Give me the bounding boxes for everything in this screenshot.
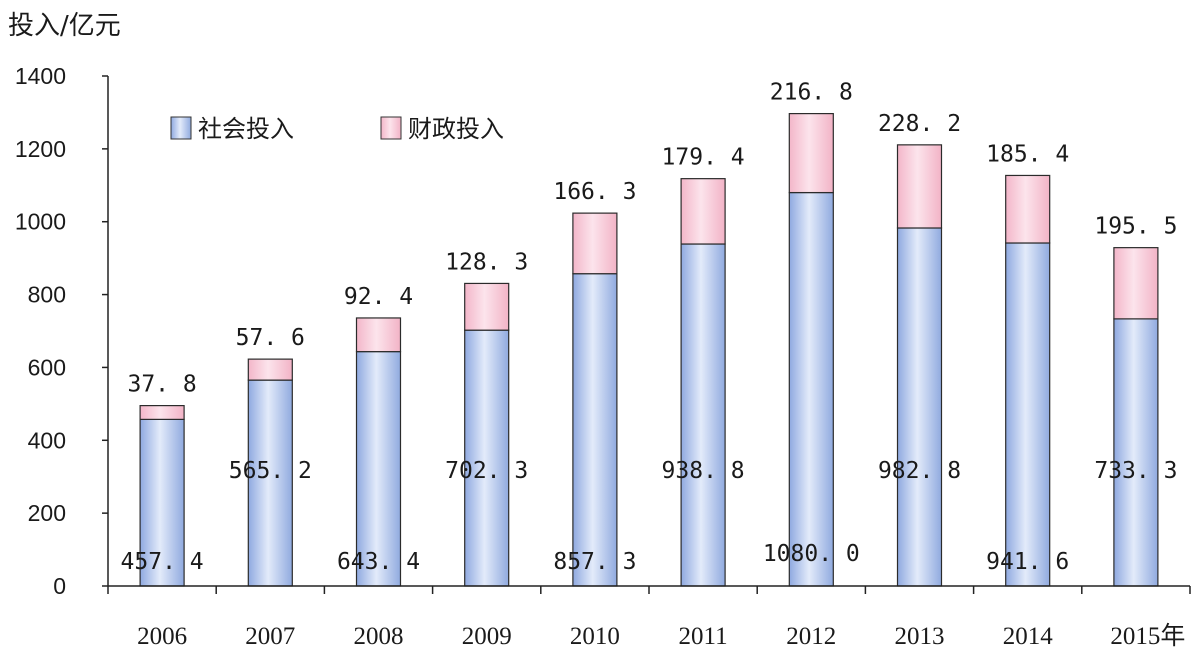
data-label-social: 733. 3	[1094, 458, 1177, 484]
data-label-fiscal: 179. 4	[662, 145, 745, 171]
bar-fiscal	[1113, 247, 1159, 320]
data-label-social: 941. 6	[986, 549, 1069, 575]
data-label-social: 457. 4	[121, 549, 204, 575]
data-labels-group: 37. 8 457. 4 57. 6 565. 2 92. 4 643. 4 128. 3 7…	[121, 80, 1178, 575]
y-tick-label: 600	[28, 354, 66, 380]
bar-social	[247, 379, 293, 587]
bar-fiscal	[788, 112, 834, 194]
data-label-fiscal: 185. 4	[986, 141, 1069, 167]
x-tick-label: 2013	[895, 623, 945, 650]
x-tick-label: 2007	[245, 623, 295, 650]
bar-fiscal	[464, 282, 510, 331]
legend: 社会投入 财政投入	[170, 115, 504, 143]
y-tick-label: 1400	[15, 63, 66, 89]
data-label-fiscal: 195. 5	[1094, 214, 1177, 240]
data-label-social: 857. 3	[553, 549, 636, 575]
legend-label-fiscal: 财政投入	[408, 115, 504, 143]
bar-fiscal	[572, 212, 618, 275]
bar-social	[1113, 318, 1159, 587]
y-tick-label: 0	[53, 573, 66, 599]
x-tick-label: 2011	[679, 623, 728, 650]
bar-fiscal	[680, 178, 726, 245]
x-tick-label: 2015年	[1110, 622, 1185, 650]
y-axis-title: 投入/亿元	[8, 11, 121, 41]
data-label-fiscal: 166. 3	[553, 179, 636, 205]
bar-fiscal	[355, 317, 402, 353]
bar-fiscal	[247, 358, 293, 381]
x-tick-label: 2012	[786, 623, 836, 650]
data-label-social: 565. 2	[229, 458, 312, 484]
y-tick-label: 800	[28, 282, 66, 308]
x-tick-label: 2008	[354, 623, 404, 650]
legend-label-social: 社会投入	[198, 115, 294, 143]
data-label-fiscal: 128. 3	[445, 249, 528, 275]
bar-social	[355, 351, 402, 587]
bar-social	[1005, 242, 1051, 587]
data-label-social: 982. 8	[878, 458, 961, 484]
data-label-fiscal: 216. 8	[770, 80, 853, 106]
bar-social	[788, 191, 834, 587]
data-label-fiscal: 57. 6	[236, 325, 305, 351]
y-tick-label: 1000	[15, 209, 66, 235]
bar-social	[464, 329, 510, 587]
x-tick-label: 2014	[1003, 623, 1054, 650]
data-label-social: 702. 3	[445, 458, 528, 484]
legend-swatch-fiscal	[380, 116, 402, 140]
y-axis-ticks: 0 200 400 600 800 1000 1200 1400	[15, 63, 108, 599]
data-label-fiscal: 37. 8	[127, 372, 196, 398]
x-tick-label: 2006	[137, 623, 187, 650]
data-label-fiscal: 228. 2	[878, 111, 961, 137]
bar-social	[680, 243, 726, 587]
bar-fiscal	[896, 144, 943, 229]
data-label-fiscal: 92. 4	[344, 284, 413, 310]
bar-social	[896, 227, 943, 587]
bars-group	[139, 112, 1159, 587]
data-label-social: 1080. 0	[763, 541, 860, 567]
bar-fiscal	[1005, 174, 1051, 244]
x-tick-label: 2009	[462, 623, 512, 650]
bar-social	[139, 418, 185, 587]
x-axis-ticks: 2006 2007 2008 2009 2010 2011 2012 2013 2014 2015…	[107, 586, 1191, 650]
legend-swatch-social	[170, 116, 192, 140]
y-tick-label: 1200	[15, 136, 66, 162]
y-tick-label: 400	[28, 427, 66, 453]
y-tick-label: 200	[28, 500, 66, 526]
data-label-social: 938. 8	[662, 458, 745, 484]
data-label-social: 643. 4	[337, 549, 420, 575]
bar-fiscal	[139, 405, 185, 420]
x-tick-label: 2010	[570, 623, 620, 650]
bar-social	[572, 273, 618, 587]
